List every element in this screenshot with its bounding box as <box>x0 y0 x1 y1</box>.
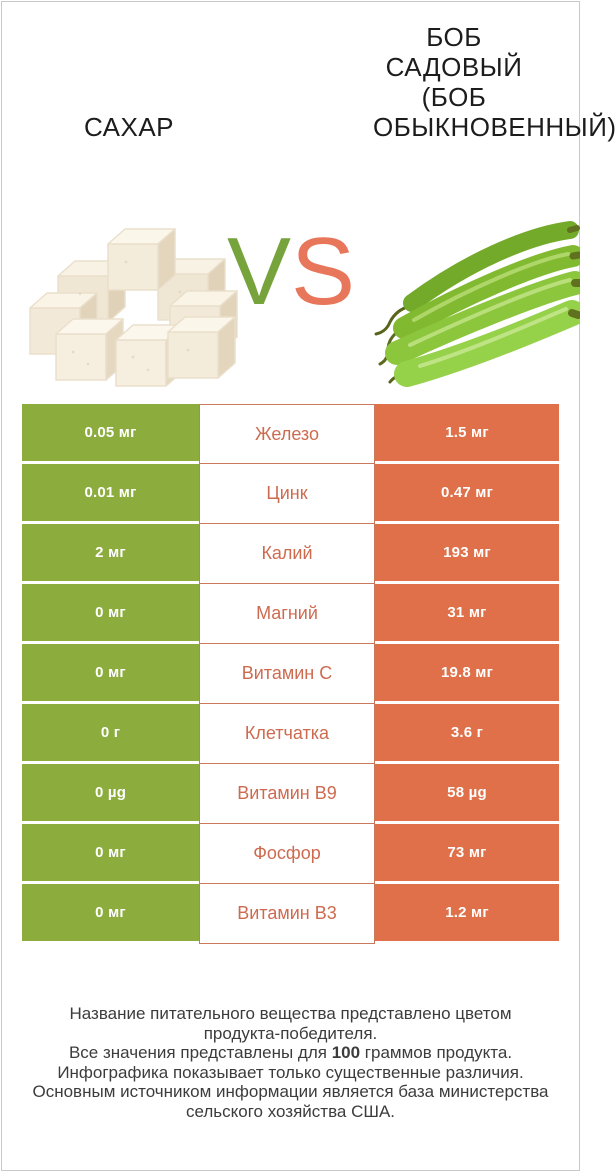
vs-letter-s: S <box>291 218 356 325</box>
footnote-line: Название питательного вещества представл… <box>69 1004 512 1023</box>
footnote-line: Основным источником информации является … <box>32 1082 549 1101</box>
left-value-cell: 0.01 мг <box>22 464 199 524</box>
nutrient-label-cell: Магний <box>199 584 375 644</box>
nutrient-label-cell: Витамин B9 <box>199 764 375 824</box>
footnote-text: Все значения представлены для <box>68 1043 332 1062</box>
nutrient-comparison-table: 0.05 мг Железо 1.5 мг 0.01 мг Цинк 0.47 … <box>22 404 559 944</box>
nutrient-label-cell: Железо <box>199 404 375 464</box>
table-row: 0 г Клетчатка 3.6 г <box>22 704 559 764</box>
table-row: 0.05 мг Железо 1.5 мг <box>22 404 559 464</box>
left-product-title: САХАР <box>83 112 175 142</box>
left-value-cell: 2 мг <box>22 524 199 584</box>
table-row: 0 мг Витамин C 19.8 мг <box>22 644 559 704</box>
broad-beans-image <box>374 221 580 387</box>
right-value-cell: 58 µg <box>375 764 559 824</box>
sugar-cubes-image <box>29 228 238 387</box>
footnote-line: продукта-победителя. <box>203 1023 378 1043</box>
table-row: 0.01 мг Цинк 0.47 мг <box>22 464 559 524</box>
right-value-cell: 73 мг <box>375 824 559 884</box>
table-row: 2 мг Калий 193 мг <box>22 524 559 584</box>
left-value-cell: 0 µg <box>22 764 199 824</box>
right-value-cell: 193 мг <box>375 524 559 584</box>
footnote-line: Инфографика показывает только существенн… <box>57 1062 524 1082</box>
nutrient-label-cell: Калий <box>199 524 375 584</box>
right-value-cell: 31 мг <box>375 584 559 644</box>
left-value-cell: 0 мг <box>22 584 199 644</box>
left-value-cell: 0 г <box>22 704 199 764</box>
left-value-cell: 0.05 мг <box>22 404 199 464</box>
right-value-cell: 1.5 мг <box>375 404 559 464</box>
header: САХАР БОБ САДОВЫЙ (БОБ ОБЫКНОВЕННЫЙ) <box>2 2 616 142</box>
left-value-cell: 0 мг <box>22 884 199 944</box>
right-value-cell: 3.6 г <box>375 704 559 764</box>
table-row: 0 мг Фосфор 73 мг <box>22 824 559 884</box>
footnote-line: сельского хозяйства США. <box>185 1101 396 1121</box>
nutrient-label-cell: Витамин C <box>199 644 375 704</box>
table-row: 0 мг Магний 31 мг <box>22 584 559 644</box>
left-value-cell: 0 мг <box>22 644 199 704</box>
nutrient-label-cell: Клетчатка <box>199 704 375 764</box>
table-row: 0 µg Витамин B9 58 µg <box>22 764 559 824</box>
vs-letter-v: V <box>226 218 291 325</box>
footnote-line: Все значения представлены для 100 граммо… <box>2 1043 579 1063</box>
right-value-cell: 0.47 мг <box>375 464 559 524</box>
right-value-cell: 1.2 мг <box>375 884 559 944</box>
nutrient-label-cell: Фосфор <box>199 824 375 884</box>
right-value-cell: 19.8 мг <box>375 644 559 704</box>
footnote: Название питательного вещества представл… <box>2 1004 579 1121</box>
footnote-text: граммов продукта. <box>360 1043 513 1062</box>
table-row: 0 мг Витамин B3 1.2 мг <box>22 884 559 944</box>
vs-label: VS <box>223 224 359 320</box>
right-product-title: БОБ САДОВЫЙ (БОБ ОБЫКНОВЕННЫЙ) <box>373 22 616 142</box>
grams-highlight: 100 <box>331 1043 361 1062</box>
nutrient-label-cell: Цинк <box>199 464 375 524</box>
nutrient-label-cell: Витамин B3 <box>199 884 375 944</box>
left-value-cell: 0 мг <box>22 824 199 884</box>
